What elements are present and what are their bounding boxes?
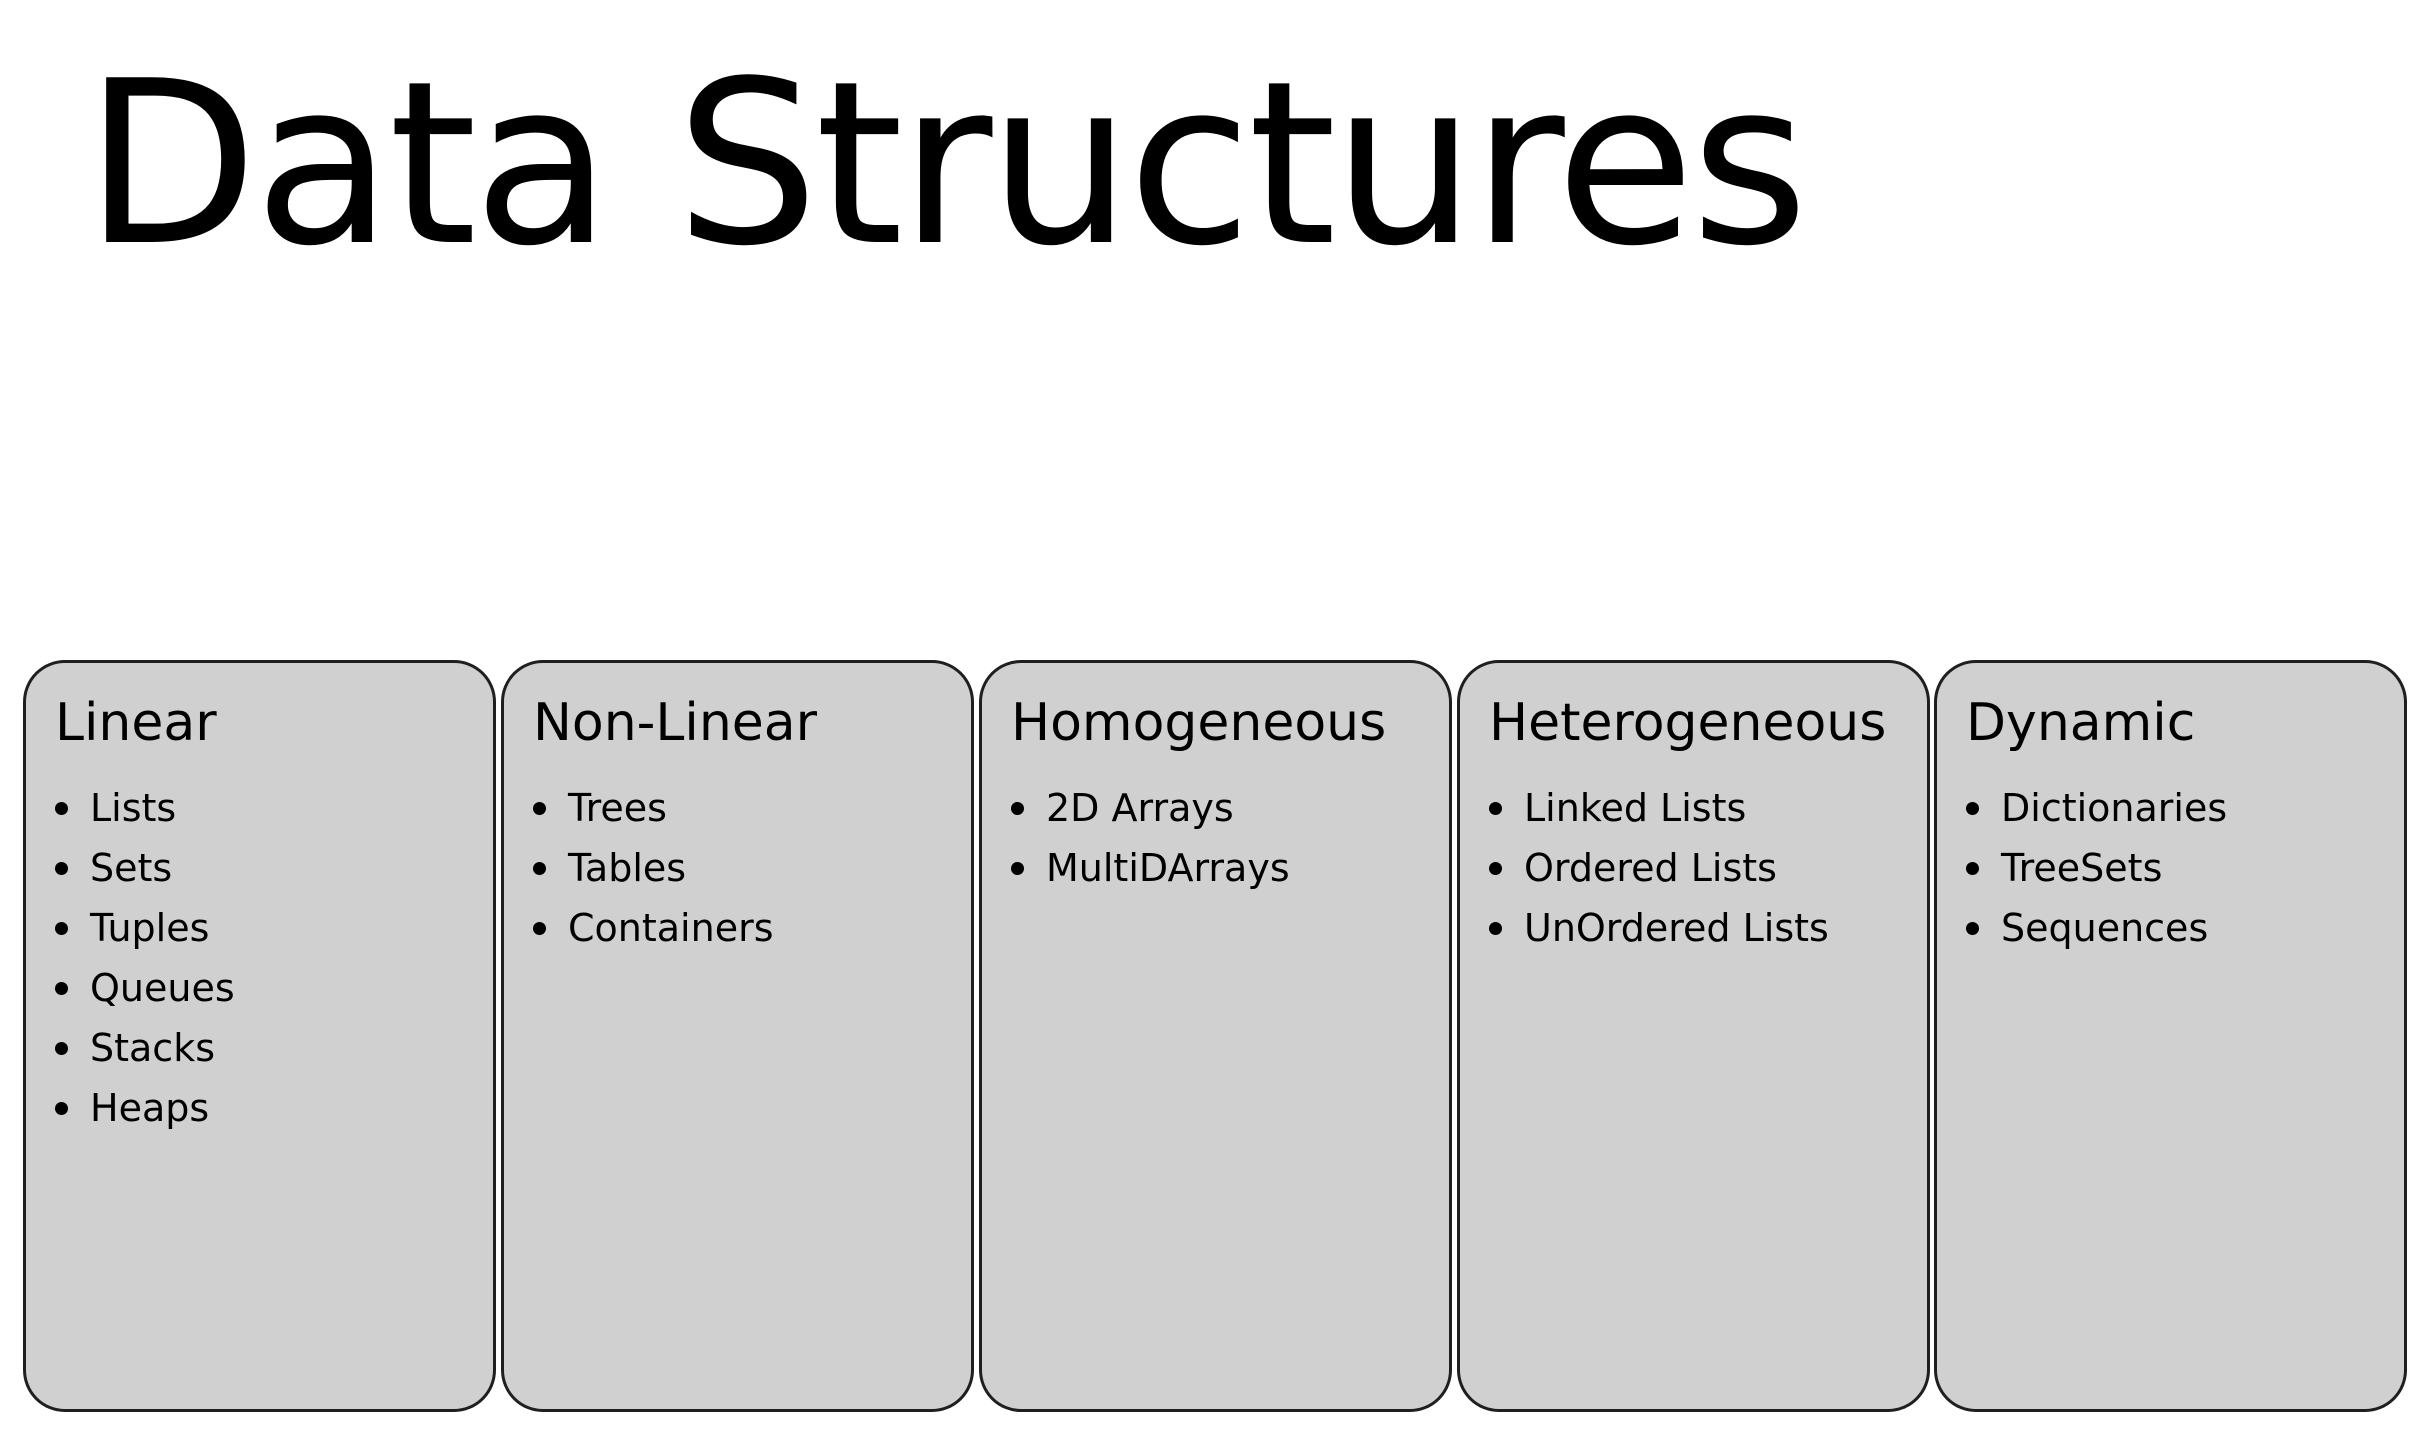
bullet-icon [1966, 802, 1979, 815]
list-item-label: Ordered Lists [1524, 846, 1777, 890]
bullet-icon [55, 922, 68, 935]
list-item-label: Trees [568, 786, 667, 830]
category-title: Dynamic [1966, 693, 2196, 753]
category-list: Linked Lists Ordered Lists UnOrdered Lis… [1489, 778, 1829, 958]
bullet-icon [1966, 862, 1979, 875]
list-item-label: Queues [90, 966, 235, 1010]
list-item-label: Tables [568, 846, 687, 890]
list-item-label: Heaps [90, 1086, 210, 1130]
list-item: Linked Lists [1489, 778, 1829, 838]
category-title: Non-Linear [533, 693, 818, 753]
category-title: Heterogeneous [1489, 693, 1887, 753]
category-card-heterogeneous: Heterogeneous Linked Lists Ordered Lists… [1457, 660, 1930, 1412]
list-item-label: Stacks [90, 1026, 216, 1070]
list-item: Sequences [1966, 898, 2227, 958]
category-list: Trees Tables Containers [533, 778, 774, 958]
list-item: TreeSets [1966, 838, 2227, 898]
bullet-icon [533, 802, 546, 815]
list-item-label: Linked Lists [1524, 786, 1747, 830]
list-item: Containers [533, 898, 774, 958]
list-item-label: Containers [568, 906, 774, 950]
list-item: Heaps [55, 1078, 235, 1138]
bullet-icon [1489, 922, 1502, 935]
list-item: Tuples [55, 898, 235, 958]
category-list: 2D Arrays MultiDArrays [1011, 778, 1290, 898]
list-item: Dictionaries [1966, 778, 2227, 838]
list-item-label: Tuples [90, 906, 210, 950]
bullet-icon [1011, 862, 1024, 875]
slide-title: Data Structures [84, 33, 1809, 296]
bullet-icon [1489, 862, 1502, 875]
list-item: Tables [533, 838, 774, 898]
category-card-non-linear: Non-Linear Trees Tables Containers [501, 660, 974, 1412]
list-item-label: Sequences [2001, 906, 2209, 950]
bullet-icon [533, 862, 546, 875]
list-item-label: 2D Arrays [1046, 786, 1234, 830]
bullet-icon [55, 802, 68, 815]
list-item-label: Dictionaries [2001, 786, 2228, 830]
category-card-dynamic: Dynamic Dictionaries TreeSets Sequences [1934, 660, 2407, 1412]
list-item: Sets [55, 838, 235, 898]
list-item: Stacks [55, 1018, 235, 1078]
category-title: Linear [55, 693, 217, 753]
list-item-label: UnOrdered Lists [1524, 906, 1829, 950]
list-item-label: Lists [90, 786, 177, 830]
category-cards: Linear Lists Sets Tuples Queues Stacks H… [23, 660, 2407, 1412]
bullet-icon [55, 1102, 68, 1115]
list-item: Trees [533, 778, 774, 838]
category-card-linear: Linear Lists Sets Tuples Queues Stacks H… [23, 660, 496, 1412]
list-item: MultiDArrays [1011, 838, 1290, 898]
category-list: Lists Sets Tuples Queues Stacks Heaps [55, 778, 235, 1138]
list-item-label: MultiDArrays [1046, 846, 1290, 890]
bullet-icon [55, 1042, 68, 1055]
bullet-icon [55, 862, 68, 875]
list-item: Queues [55, 958, 235, 1018]
bullet-icon [55, 982, 68, 995]
list-item: UnOrdered Lists [1489, 898, 1829, 958]
bullet-icon [533, 922, 546, 935]
list-item-label: Sets [90, 846, 173, 890]
bullet-icon [1966, 922, 1979, 935]
list-item-label: TreeSets [2001, 846, 2163, 890]
bullet-icon [1011, 802, 1024, 815]
list-item: Lists [55, 778, 235, 838]
list-item: Ordered Lists [1489, 838, 1829, 898]
category-list: Dictionaries TreeSets Sequences [1966, 778, 2227, 958]
list-item: 2D Arrays [1011, 778, 1290, 838]
category-card-homogeneous: Homogeneous 2D Arrays MultiDArrays [979, 660, 1452, 1412]
category-title: Homogeneous [1011, 693, 1387, 753]
bullet-icon [1489, 802, 1502, 815]
